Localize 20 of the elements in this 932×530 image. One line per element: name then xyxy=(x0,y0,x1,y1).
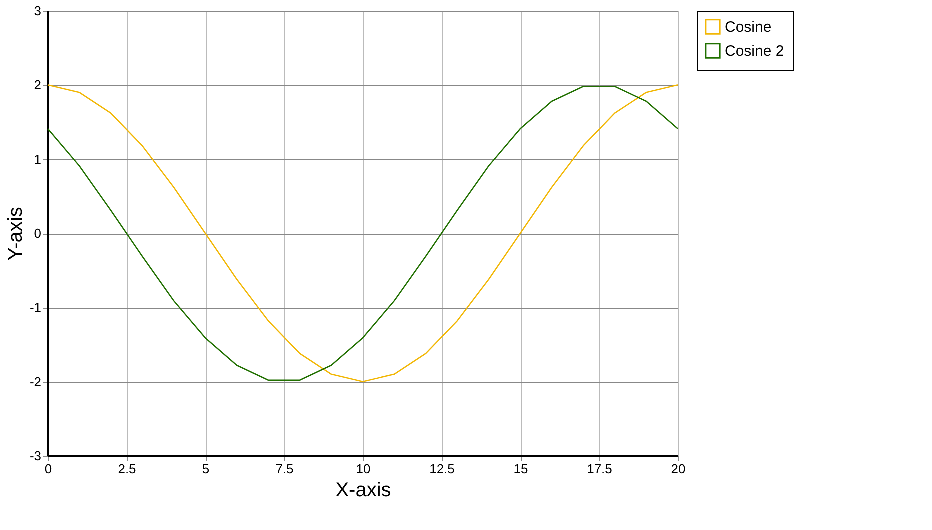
x-tick-label: 5 xyxy=(202,462,210,476)
y-tick-label: -2 xyxy=(30,374,42,390)
y-tick-label: 1 xyxy=(34,152,42,167)
y-tick-label: -1 xyxy=(30,300,42,316)
x-tick-label: 12.5 xyxy=(430,462,455,476)
x-tick-label: 15 xyxy=(514,462,528,476)
x-tick-label: 10 xyxy=(356,462,371,476)
x-tick-label: 17.5 xyxy=(587,462,612,476)
x-tick-label: 0 xyxy=(44,462,52,476)
legend-label: Cosine xyxy=(725,19,772,36)
y-tick-label: 2 xyxy=(34,78,42,93)
legend-label: Cosine 2 xyxy=(725,43,784,60)
y-tick-label: -3 xyxy=(30,448,42,464)
x-tick-label: 7.5 xyxy=(276,462,294,476)
y-tick-label: 3 xyxy=(34,4,42,18)
y-axis-title: Y-axis xyxy=(4,207,27,261)
x-tick-label: 20 xyxy=(671,462,686,476)
x-axis-title: X-axis xyxy=(336,480,392,502)
y-tick-label: 0 xyxy=(34,226,42,241)
x-tick-label: 2.5 xyxy=(118,462,136,476)
